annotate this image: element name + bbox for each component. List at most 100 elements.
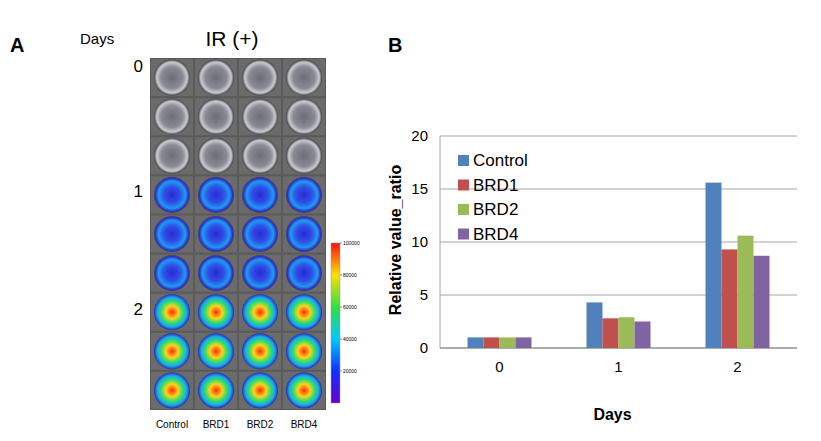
well [198,294,234,330]
panel-label: A [10,34,24,56]
colorbar-tick-label: 60000 [343,304,357,310]
well [286,216,322,252]
well-cell [239,98,281,135]
well [154,255,190,291]
well [154,60,190,96]
colorbar-tick [340,243,342,244]
column-label: BRD4 [291,419,318,430]
bar [619,317,635,348]
well [242,333,278,369]
column-label: BRD1 [203,419,230,430]
well [242,177,278,213]
figure: ABDaysIR (+)012ControlBRD1BRD2BRD4200004… [0,0,821,441]
well [242,294,278,330]
y-axis [440,136,441,348]
x-axis-label: Days [593,406,631,423]
column-label: BRD2 [247,419,274,430]
legend-label: BRD4 [473,225,518,244]
panel-title: IR (+) [205,27,258,50]
well-cell [239,255,281,292]
legend-label: Control [473,151,528,170]
legend-swatch [458,204,469,215]
well [198,333,234,369]
well [286,372,322,408]
legend-label: BRD2 [473,200,518,219]
well-cell [195,215,237,252]
well [198,216,234,252]
y-tick-label: 20 [411,127,428,144]
well [198,60,234,96]
well [198,177,234,213]
bar [587,302,603,348]
x-tick-label: 2 [733,358,741,375]
y-tick-label: 15 [411,180,428,197]
y-tick-label: 10 [411,233,428,250]
bar [706,183,722,348]
bar [500,337,516,348]
x-tick-label: 1 [614,358,622,375]
bar [722,249,738,348]
bar [468,337,484,348]
bars [468,183,770,348]
bar [603,318,619,348]
well [154,294,190,330]
day-label: 1 [134,182,143,201]
colorbar-tick [340,339,342,340]
colorbar-tick [340,307,342,308]
well [286,60,322,96]
legend-swatch [458,229,469,240]
well-cell [151,294,193,331]
plate [150,58,326,410]
legend-swatch [458,180,469,191]
well [198,99,234,135]
well [154,138,190,174]
well [286,255,322,291]
well-cell [195,137,237,174]
bar [635,322,651,349]
well [242,99,278,135]
colorbar [331,243,340,403]
well-cell [283,333,325,370]
well [242,138,278,174]
well-cell [151,333,193,370]
well-cell [195,372,237,409]
well [198,255,234,291]
legend: ControlBRD1BRD2BRD4 [458,151,528,244]
well-cell [195,333,237,370]
well [242,255,278,291]
well-cell [195,98,237,135]
well [198,372,234,408]
well [242,372,278,408]
day-label: 0 [134,57,143,76]
well [242,216,278,252]
legend-swatch [458,155,469,166]
well [154,177,190,213]
row-header: Days [80,30,114,47]
well-cell [239,294,281,331]
y-axis-label: Relative value_ratio [387,165,404,316]
colorbar-tick-label: 40000 [343,336,357,342]
bar [738,236,754,348]
colorbar-tick-label: 80000 [343,272,357,278]
well-cell [195,59,237,96]
well-cell [151,176,193,213]
well-cell [283,59,325,96]
colorbar-tick-label: 100000 [343,240,360,246]
well [286,138,322,174]
grid-line [440,136,797,137]
well-cell [151,59,193,96]
colorbar-tick [340,275,342,276]
well-cell [239,176,281,213]
well-cell [151,372,193,409]
well [154,333,190,369]
x-tick-label: 0 [495,358,503,375]
well-cell [283,294,325,331]
well [198,138,234,174]
well-cell [239,59,281,96]
well-cell [195,176,237,213]
well-cell [195,294,237,331]
well [154,372,190,408]
well-cell [195,255,237,292]
well [154,216,190,252]
y-tick-label: 5 [420,286,428,303]
